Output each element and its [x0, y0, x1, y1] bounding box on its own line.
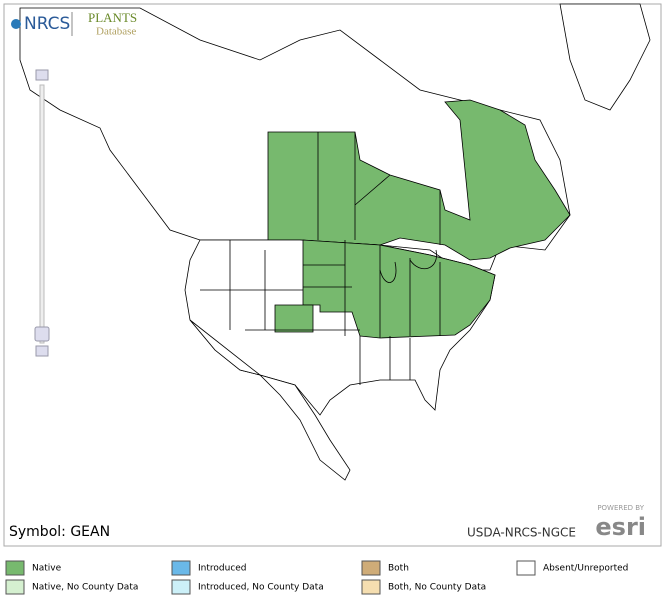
zoom-out-button[interactable] [35, 345, 49, 357]
zoom-in-button[interactable] [35, 69, 49, 81]
zoom-handle[interactable] [34, 326, 50, 342]
legend-label: Native, No County Data [32, 583, 138, 593]
map-credit: USDA-NRCS-NGCE [467, 526, 576, 540]
nrcs-icon [11, 19, 21, 29]
legend-swatch [361, 560, 381, 576]
zoom-slider [34, 69, 50, 357]
legend-swatch [361, 579, 381, 595]
legend-label: Introduced, No County Data [198, 583, 324, 593]
legend-label: Native [32, 564, 62, 574]
greenland [559, 3, 651, 111]
state-lines [200, 240, 441, 385]
nrcs-logo: NRCS [24, 14, 70, 34]
great-lakes [379, 249, 437, 283]
powered-by: POWERED BY [597, 504, 644, 512]
legend-swatch [171, 579, 191, 595]
native-region-us [302, 239, 496, 339]
database-logo: Database [96, 26, 136, 38]
zoom-track [39, 84, 45, 344]
esri-logo: esri [595, 513, 646, 541]
basemap [19, 3, 651, 481]
legend-swatch [171, 560, 191, 576]
legend-swatch [516, 560, 536, 576]
symbol-label: Symbol: GEAN [9, 524, 110, 540]
legend-swatch [5, 560, 25, 576]
legend-label: Absent/Unreported [543, 564, 628, 574]
legend-swatch [5, 579, 25, 595]
province-lines [317, 132, 441, 245]
native-colorado [274, 304, 314, 333]
legend-label: Both [388, 564, 409, 574]
plants-logo: PLANTS [88, 10, 137, 25]
mexico [189, 319, 351, 481]
legend-label: Introduced [198, 564, 247, 574]
legend-label: Both, No County Data [388, 583, 486, 593]
